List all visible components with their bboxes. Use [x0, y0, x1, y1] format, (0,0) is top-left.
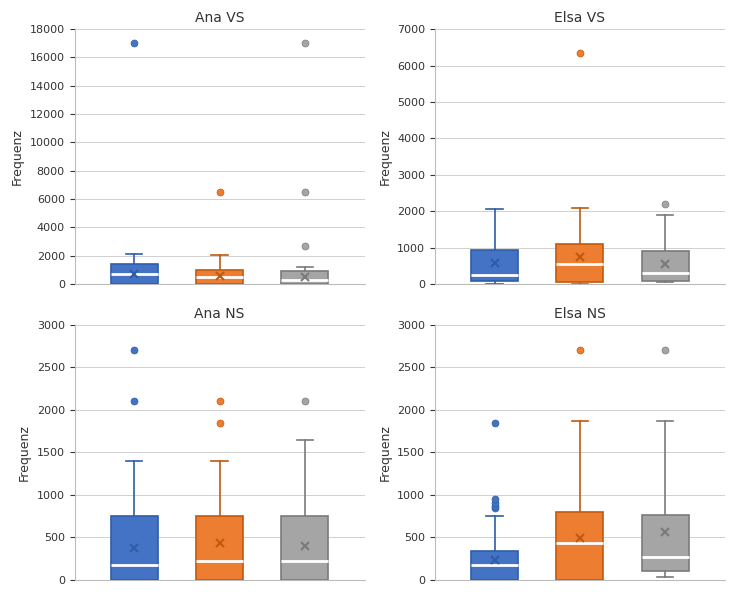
- Bar: [196, 516, 243, 580]
- Y-axis label: Frequenz: Frequenz: [11, 128, 24, 185]
- Title: Elsa VS: Elsa VS: [554, 11, 606, 25]
- Bar: [196, 270, 243, 284]
- Bar: [642, 515, 689, 571]
- Title: Ana VS: Ana VS: [195, 11, 244, 25]
- Bar: [471, 250, 518, 281]
- Title: Ana NS: Ana NS: [194, 307, 245, 321]
- Bar: [471, 551, 518, 580]
- Bar: [556, 512, 604, 580]
- Y-axis label: Frequenz: Frequenz: [378, 424, 392, 481]
- Bar: [556, 244, 604, 282]
- Bar: [111, 264, 158, 284]
- Y-axis label: Frequenz: Frequenz: [18, 424, 31, 481]
- Bar: [281, 272, 328, 284]
- Y-axis label: Frequenz: Frequenz: [378, 128, 392, 185]
- Title: Elsa NS: Elsa NS: [554, 307, 606, 321]
- Bar: [281, 516, 328, 580]
- Bar: [111, 516, 158, 580]
- Bar: [642, 251, 689, 281]
